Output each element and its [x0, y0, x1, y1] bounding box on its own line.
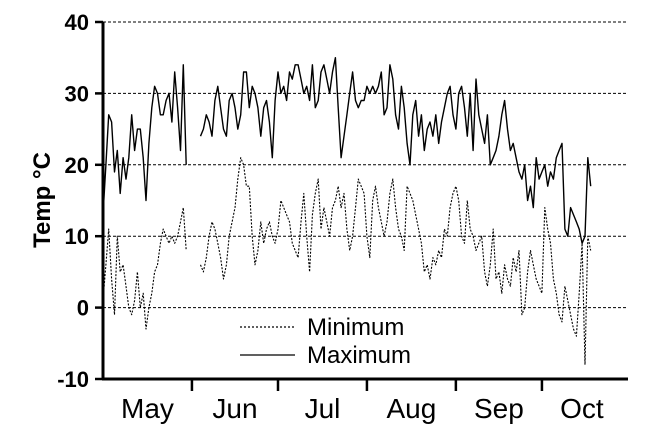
x-month-label: May	[121, 393, 174, 424]
x-month-label: Oct	[560, 393, 604, 424]
y-tick-label: 30	[65, 81, 89, 106]
legend-label-minimum: Minimum	[307, 314, 404, 341]
x-month-label: Aug	[386, 393, 436, 424]
series-lines	[102, 57, 592, 366]
series-maximum-segment-1	[102, 64, 187, 215]
axes: -10 0 10 20 30 40 May Jun Jul Aug Sep Oct	[57, 10, 628, 424]
y-tick-label: -10	[57, 367, 89, 392]
gridlines	[103, 21, 628, 309]
y-tick-label: 20	[65, 153, 89, 178]
y-tick-label: 0	[77, 296, 89, 321]
x-month-label: Sep	[474, 393, 524, 424]
series-minimum-segment-1	[102, 207, 187, 330]
legend: Minimum Maximum	[240, 314, 411, 369]
y-tick-label: 10	[65, 224, 89, 249]
legend-label-maximum: Maximum	[307, 342, 411, 369]
y-tick-label: 40	[65, 10, 89, 35]
y-axis-label: Temp °C	[29, 152, 56, 248]
x-month-label: Jun	[212, 393, 257, 424]
x-month-label: Jul	[305, 393, 341, 424]
series-minimum-segment-2	[199, 157, 592, 366]
series-maximum-segment-2	[199, 57, 592, 245]
